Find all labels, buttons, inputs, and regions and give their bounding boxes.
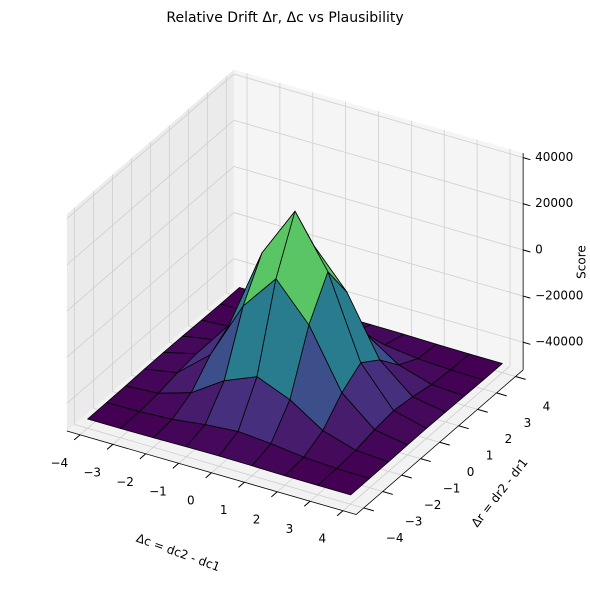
x-tick: [106, 443, 114, 450]
x-tick: [205, 472, 212, 479]
y-axis-label: Δr = dr2 - dr1: [468, 456, 530, 530]
y-tick-label: 3: [524, 416, 532, 430]
y-tick: [439, 441, 450, 446]
x-tick-label: 2: [253, 513, 261, 527]
x-tick-label: 4: [318, 532, 326, 546]
z-tick: [522, 157, 531, 161]
surface-face: [275, 210, 329, 326]
x-tick-label: 0: [187, 494, 195, 508]
x-tick-label: −4: [50, 456, 68, 470]
grid-line: [66, 258, 235, 404]
x-tick: [271, 491, 278, 498]
grid-line: [66, 166, 235, 312]
surface-face: [317, 468, 370, 496]
y-tick: [515, 375, 526, 380]
z-axis-label: Score: [575, 245, 589, 279]
x-tick-label: −1: [149, 484, 167, 498]
y-tick: [458, 425, 469, 430]
grid-line: [233, 212, 524, 297]
y-tick-label: 1: [486, 449, 494, 463]
z-tick: [522, 295, 531, 299]
x-tick: [139, 453, 147, 460]
grid-line: [66, 73, 235, 220]
grid-line: [233, 73, 524, 158]
grid-line: [233, 119, 524, 205]
x-tick-label: 1: [220, 503, 228, 517]
z-tick: [522, 249, 531, 253]
y-tick-label: −3: [405, 514, 423, 528]
x-axis-label: Δc = dc2 - dc1: [134, 531, 222, 574]
x-tick-label: −2: [116, 475, 134, 489]
x-axis-line: [66, 430, 357, 515]
grid-line: [66, 119, 235, 266]
x-tick-label: 3: [286, 522, 294, 536]
z-tick: [522, 203, 531, 207]
y-tick: [496, 392, 507, 397]
x-tick: [336, 510, 344, 517]
y-tick: [401, 474, 412, 479]
y-tick-label: −1: [443, 482, 461, 496]
z-tick: [522, 341, 531, 345]
x-tick: [73, 434, 81, 441]
y-tick-label: 4: [543, 399, 551, 413]
y-axis-line: [355, 369, 524, 515]
y-tick-label: −4: [386, 531, 404, 545]
chart-title: Relative Drift Δr, Δc vs Plausibility: [166, 10, 403, 26]
x-tick: [303, 500, 311, 507]
grid-line: [66, 212, 235, 358]
y-tick: [363, 507, 374, 512]
grid-line: [74, 424, 364, 509]
y-tick-label: 0: [467, 465, 475, 479]
grid-line: [233, 166, 524, 251]
z-tick-label: 20000: [535, 196, 573, 210]
y-tick: [382, 491, 393, 495]
y-tick-label: −2: [424, 498, 442, 512]
z-tick-label: 40000: [535, 150, 573, 164]
z-tick-label: −40000: [535, 335, 583, 349]
z-tick-label: 0: [535, 242, 543, 256]
x-tick-label: −3: [83, 465, 101, 479]
y-tick-label: 2: [505, 432, 513, 446]
y-tick: [420, 458, 431, 463]
y-tick: [477, 408, 488, 413]
z-tick-label: −20000: [535, 289, 583, 303]
x-tick: [172, 462, 179, 469]
x-tick: [238, 481, 245, 488]
